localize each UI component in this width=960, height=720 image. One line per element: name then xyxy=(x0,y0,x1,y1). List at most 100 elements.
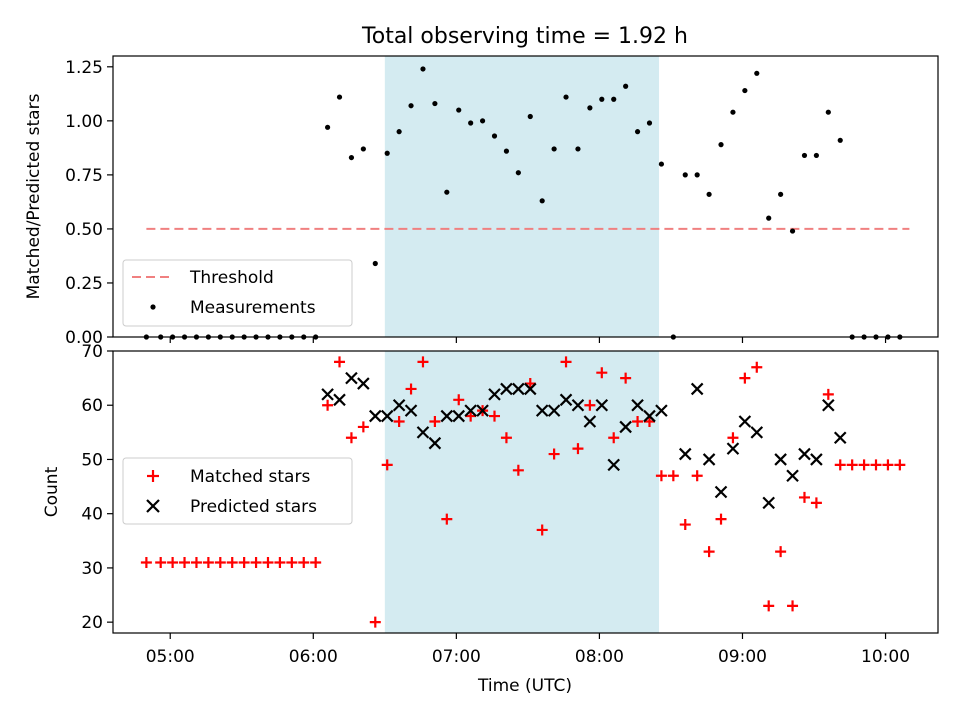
ratio-panel-ticks: 0.00 0.25 0.50 0.75 1.00 1.25 xyxy=(65,58,887,348)
predicted-star-point xyxy=(643,409,656,423)
measurement-point xyxy=(837,137,843,143)
matched-star-point xyxy=(703,546,715,558)
matched-star-point xyxy=(167,557,179,568)
predicted-star-point xyxy=(655,404,668,417)
predicted-star-point xyxy=(810,453,823,466)
y-tick-label: 30 xyxy=(81,559,103,579)
measurement-point xyxy=(408,103,414,109)
measurement-point xyxy=(801,152,808,159)
count-panel-frame xyxy=(112,350,939,634)
y-tick-label: 20 xyxy=(81,613,103,633)
matched-star-point xyxy=(596,367,608,379)
measurement-point xyxy=(658,161,665,167)
matched-star-point xyxy=(274,557,286,568)
y-tick-label: 1.25 xyxy=(65,58,103,78)
x-tick-label: 08:00 xyxy=(575,647,624,667)
predicted-star-point xyxy=(321,388,334,401)
matched-star-point xyxy=(465,410,477,422)
matched-star-point xyxy=(429,416,441,427)
matched-star-point xyxy=(846,459,858,471)
x-tick-label: 10:00 xyxy=(861,647,910,667)
matched-star-point xyxy=(787,600,799,612)
measurement-point xyxy=(778,191,784,197)
predicted-star-point xyxy=(762,496,775,510)
y-tick-label: 70 xyxy=(81,342,103,362)
measurement-point xyxy=(444,189,450,195)
x-tick-label: 06:00 xyxy=(289,647,338,667)
matched-star-point xyxy=(226,557,238,568)
predicted-star-point xyxy=(404,404,418,417)
y-tick-label: 0.75 xyxy=(65,166,103,186)
y-tick-label: 40 xyxy=(81,505,103,525)
matched-star-point xyxy=(262,557,274,568)
legend-measurements-swatch xyxy=(150,304,156,310)
measurement-point xyxy=(730,109,736,115)
measurement-point xyxy=(503,148,510,154)
predicted-star-point xyxy=(798,447,811,461)
legend-threshold-label: Threshold xyxy=(189,268,274,288)
measurement-point xyxy=(813,152,819,159)
measurement-point xyxy=(682,172,688,178)
predicted-star-point xyxy=(631,398,644,412)
matched-star-point xyxy=(620,372,632,384)
matched-star-point xyxy=(238,557,250,568)
predicted-star-point xyxy=(357,377,370,390)
predicted-star-point xyxy=(452,409,466,423)
predicted-star-point xyxy=(345,371,358,385)
measurement-point xyxy=(396,129,402,135)
predicted-star-point xyxy=(488,388,501,401)
ratio-panel-frame xyxy=(112,55,939,338)
measurement-point xyxy=(718,142,724,148)
predicted-star-point xyxy=(547,404,561,417)
matched-star-point xyxy=(417,356,429,368)
ratio-panel: 0.00 0.25 0.50 0.75 1.00 1.25 Matched/Predict… xyxy=(24,55,939,348)
legend-ratio: Threshold Measurements xyxy=(122,259,353,327)
matched-star-point xyxy=(584,399,596,411)
predicted-star-point xyxy=(750,426,764,439)
chart-title: Total observing time = 1.92 h xyxy=(361,24,688,49)
matched-star-point xyxy=(858,459,870,471)
measurement-point xyxy=(551,146,557,152)
predicted-star-point xyxy=(595,398,609,412)
predicted-star-point xyxy=(428,436,442,450)
matched-star-point xyxy=(655,470,667,482)
measurement-point xyxy=(456,107,462,113)
legend-count-box xyxy=(122,457,353,525)
measurement-point xyxy=(384,150,390,156)
predicted-star-point xyxy=(726,442,740,455)
observing-window-shade xyxy=(384,351,660,633)
predicted-star-point xyxy=(678,447,692,461)
matched-star-point xyxy=(190,557,202,568)
matched-star-point xyxy=(524,378,536,390)
measurement-point xyxy=(599,96,605,102)
measurement-point xyxy=(646,120,653,126)
measurement-point xyxy=(491,133,498,139)
y-tick-label: 0.25 xyxy=(65,274,103,294)
matched-star-point xyxy=(667,470,679,482)
matched-star-point xyxy=(500,432,512,444)
legend-count: Matched stars Predicted stars xyxy=(122,457,353,525)
predicted-star-point xyxy=(619,420,632,434)
count-points xyxy=(140,356,906,628)
predicted-star-point xyxy=(369,409,382,423)
count-panel-ticks: 20 30 40 50 60 70 05:00 06:00 07:00 08:00 09:00 10:… xyxy=(81,342,910,667)
matched-star-point xyxy=(775,546,787,558)
measurement-point xyxy=(515,170,521,176)
matched-star-point xyxy=(870,459,882,471)
x-axis-label: Time (UTC) xyxy=(477,676,572,696)
matched-star-point xyxy=(489,410,501,422)
matched-star-point xyxy=(834,459,846,471)
matched-star-point xyxy=(381,459,393,471)
matched-star-point xyxy=(322,399,334,411)
measurement-point xyxy=(539,198,545,204)
measurement-point xyxy=(766,215,772,221)
matched-star-point xyxy=(405,383,417,395)
predicted-star-point xyxy=(738,415,752,428)
matched-star-point xyxy=(140,557,152,568)
predicted-star-point xyxy=(559,393,573,407)
matched-star-point xyxy=(643,416,655,427)
matched-star-point xyxy=(548,448,560,460)
predicted-star-point xyxy=(440,409,454,423)
matched-star-point xyxy=(453,394,465,406)
measurement-point xyxy=(611,96,617,102)
